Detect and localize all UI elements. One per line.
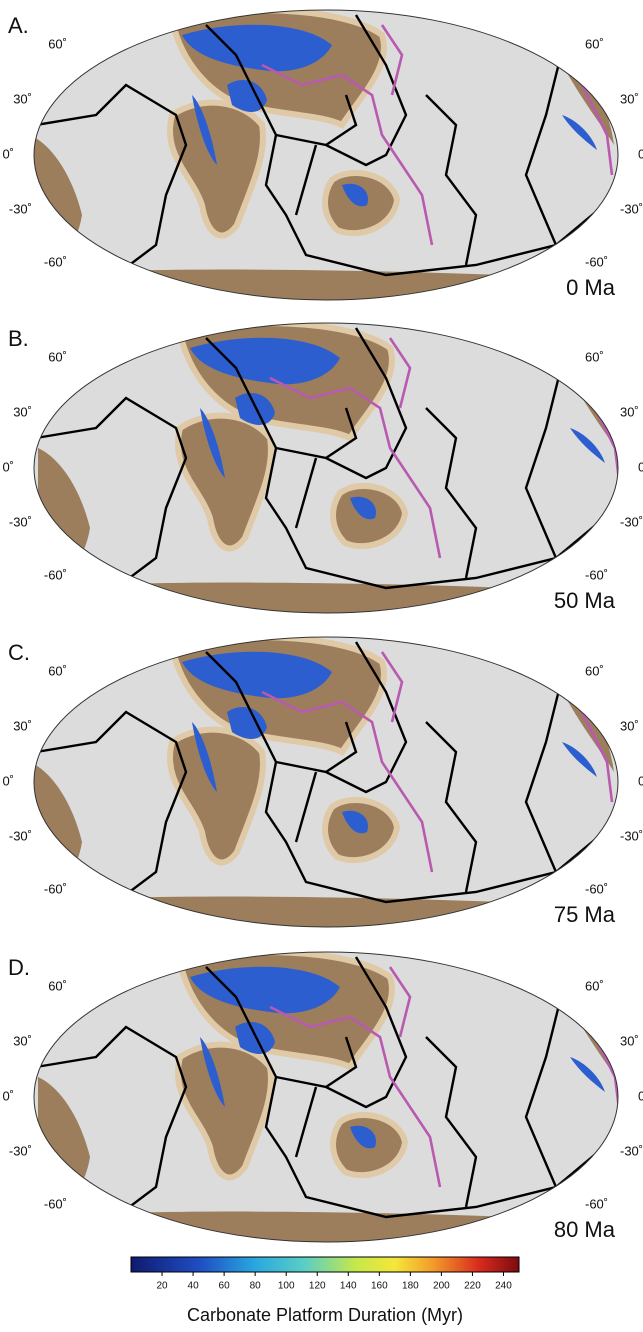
latitude-label: 60˚ bbox=[585, 36, 604, 51]
latitude-label: 60˚ bbox=[48, 349, 67, 364]
latitude-label: -60˚ bbox=[44, 254, 67, 269]
latitude-label: 0˚ bbox=[638, 773, 643, 788]
figure: A. 0 Ma 60˚ 30˚ 0˚ -30˚ -60˚ 60˚ 30˚ 0˚ -30˚ -60˚ B.… bbox=[0, 0, 643, 1332]
latitude-label: 0˚ bbox=[2, 146, 14, 161]
age-label: 0 Ma bbox=[566, 275, 616, 300]
latitude-label: 0˚ bbox=[2, 773, 14, 788]
colorbar-label: Carbonate Platform Duration (Myr) bbox=[187, 1305, 463, 1325]
map-panel bbox=[34, 323, 622, 613]
latitude-label: -30˚ bbox=[620, 514, 643, 529]
latitude-label: -30˚ bbox=[620, 1143, 643, 1158]
latitude-label: 60˚ bbox=[48, 663, 67, 678]
panel-label: B. bbox=[8, 326, 29, 351]
age-label: 80 Ma bbox=[554, 1217, 616, 1242]
latitude-label: 60˚ bbox=[585, 349, 604, 364]
colorbar-tick-label: 180 bbox=[402, 1281, 419, 1292]
age-label: 75 Ma bbox=[554, 902, 616, 927]
continent bbox=[38, 583, 622, 613]
latitude-label: 60˚ bbox=[585, 978, 604, 993]
latitude-label: 0˚ bbox=[638, 459, 643, 474]
latitude-label: -60˚ bbox=[585, 1196, 608, 1211]
latitude-label: -30˚ bbox=[9, 1143, 32, 1158]
latitude-label: 0˚ bbox=[638, 1088, 643, 1103]
latitude-label: -30˚ bbox=[9, 201, 32, 216]
latitude-label: 30˚ bbox=[620, 91, 639, 106]
latitude-label: 30˚ bbox=[620, 404, 639, 419]
panel-label: C. bbox=[8, 640, 30, 665]
latitude-label: 0˚ bbox=[638, 146, 643, 161]
colorbar-tick-label: 100 bbox=[278, 1281, 295, 1292]
colorbar-tick-label: 140 bbox=[340, 1281, 357, 1292]
latitude-label: 0˚ bbox=[2, 1088, 14, 1103]
map-panel bbox=[30, 637, 618, 927]
latitude-label: 60˚ bbox=[48, 36, 67, 51]
latitude-label: -60˚ bbox=[585, 881, 608, 896]
colorbar-tick-label: 20 bbox=[156, 1281, 168, 1292]
colorbar-tick-label: 40 bbox=[188, 1281, 200, 1292]
map-panel bbox=[34, 952, 622, 1242]
latitude-label: -30˚ bbox=[9, 514, 32, 529]
colorbar-tick-label: 160 bbox=[371, 1281, 388, 1292]
panel-label: A. bbox=[8, 13, 29, 38]
latitude-label: -60˚ bbox=[44, 1196, 67, 1211]
colorbar-tick-label: 80 bbox=[250, 1281, 262, 1292]
map-panel bbox=[30, 10, 618, 300]
latitude-label: 60˚ bbox=[48, 978, 67, 993]
continent bbox=[38, 1212, 622, 1242]
latitude-label: 30˚ bbox=[620, 1033, 639, 1048]
colorbar-tick-label: 200 bbox=[433, 1281, 450, 1292]
latitude-label: 30˚ bbox=[13, 1033, 32, 1048]
latitude-label: -60˚ bbox=[44, 881, 67, 896]
latitude-label: 30˚ bbox=[620, 718, 639, 733]
latitude-label: 30˚ bbox=[13, 404, 32, 419]
colorbar-tick-label: 120 bbox=[309, 1281, 326, 1292]
latitude-label: -30˚ bbox=[9, 828, 32, 843]
latitude-label: -60˚ bbox=[585, 254, 608, 269]
latitude-label: 30˚ bbox=[13, 91, 32, 106]
latitude-label: -30˚ bbox=[620, 201, 643, 216]
colorbar-tick-label: 240 bbox=[495, 1281, 512, 1292]
age-label: 50 Ma bbox=[554, 588, 616, 613]
latitude-label: -30˚ bbox=[620, 828, 643, 843]
panel-label: D. bbox=[8, 955, 30, 980]
colorbar-tick-label: 220 bbox=[464, 1281, 481, 1292]
latitude-label: -60˚ bbox=[585, 567, 608, 582]
colorbar bbox=[131, 1257, 519, 1272]
continent bbox=[30, 270, 614, 300]
latitude-label: 30˚ bbox=[13, 718, 32, 733]
latitude-label: 0˚ bbox=[2, 459, 14, 474]
colorbar-tick-label: 60 bbox=[219, 1281, 231, 1292]
continent bbox=[30, 897, 614, 927]
latitude-label: 60˚ bbox=[585, 663, 604, 678]
latitude-label: -60˚ bbox=[44, 567, 67, 582]
